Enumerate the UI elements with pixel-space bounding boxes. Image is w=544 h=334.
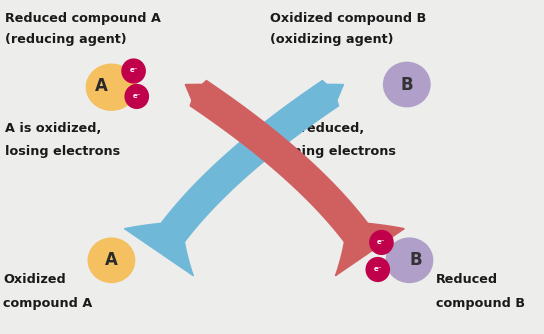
Text: Oxidized compound B: Oxidized compound B [270,11,426,24]
Ellipse shape [86,64,137,110]
Text: e⁻: e⁻ [129,67,138,73]
Text: losing electrons: losing electrons [5,145,120,158]
Text: gaining electrons: gaining electrons [270,145,395,158]
Circle shape [370,230,393,255]
Text: e⁻: e⁻ [374,266,382,272]
Text: B is reduced,: B is reduced, [270,122,364,135]
Text: compound B: compound B [436,297,525,310]
Text: Reduced compound A: Reduced compound A [5,11,161,24]
Polygon shape [186,80,404,276]
Text: A: A [105,251,118,269]
Text: (oxidizing agent): (oxidizing agent) [270,33,393,46]
Text: A is oxidized,: A is oxidized, [5,122,101,135]
Text: e⁻: e⁻ [133,93,141,99]
Text: (reducing agent): (reducing agent) [5,33,127,46]
Text: compound A: compound A [3,297,92,310]
Text: e⁻: e⁻ [377,239,386,245]
Polygon shape [125,80,343,276]
Ellipse shape [384,62,430,107]
Circle shape [125,85,149,108]
Text: B: B [400,75,413,94]
Text: A: A [95,76,107,95]
Circle shape [366,258,390,281]
Text: Oxidized: Oxidized [3,273,66,286]
Text: Reduced: Reduced [436,273,498,286]
Text: B: B [410,251,423,269]
Ellipse shape [88,238,135,283]
Circle shape [122,59,145,83]
Ellipse shape [386,238,432,283]
